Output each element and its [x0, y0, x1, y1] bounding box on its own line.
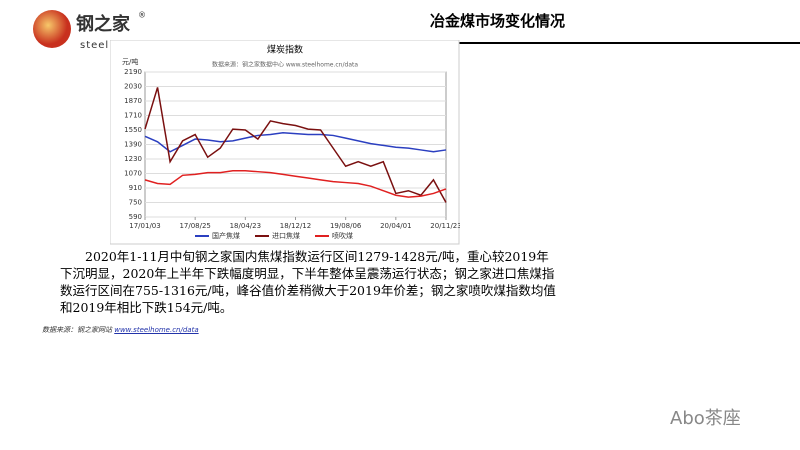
logo-name: 钢之家 — [76, 13, 131, 35]
x-tick-label: 18/12/12 — [280, 222, 311, 230]
x-tick-label: 19/08/06 — [330, 222, 362, 230]
chart-title: 煤炭指数 — [267, 44, 303, 56]
logo-icon — [33, 10, 71, 48]
x-tick-label: 20/04/01 — [380, 222, 411, 230]
y-axis-label: 元/吨 — [122, 57, 138, 66]
logo-sub: steel — [80, 40, 109, 51]
legend-label: 喷吹煤 — [332, 231, 353, 240]
chart-frame — [110, 40, 460, 245]
y-tick-label: 1870 — [124, 97, 142, 105]
series-line — [144, 131, 447, 153]
paragraph: 2020年1-11月中旬钢之家国内焦煤指数运行区间1279-1428元/吨，重心… — [60, 249, 556, 315]
y-tick-label: 1550 — [124, 126, 142, 134]
y-tick-label: 590 — [129, 213, 142, 221]
y-tick-label: 750 — [129, 199, 142, 207]
title-rule — [420, 42, 800, 44]
y-tick-label: 910 — [129, 184, 142, 192]
logo: 钢之家 ® steel — [33, 10, 146, 51]
chart-subtitle: 数据来源：钢之家数据中心 www.steelhome.cn/data — [212, 61, 358, 69]
x-tick-label: 20/11/23 — [430, 222, 460, 230]
x-tick-label: 17/01/03 — [129, 222, 160, 230]
chart: 煤炭指数 数据来源：钢之家数据中心 www.steelhome.cn/data … — [110, 40, 460, 245]
y-tick-label: 1070 — [124, 170, 142, 178]
x-tick-label: 17/08/25 — [179, 222, 210, 230]
legend-label: 进口焦煤 — [272, 231, 300, 240]
y-tick-label: 2190 — [124, 68, 142, 76]
y-tick-label: 1710 — [124, 112, 142, 120]
legend-label: 国产焦煤 — [212, 231, 240, 240]
y-tick-label: 2030 — [124, 83, 142, 91]
watermark: Abo茶座 — [670, 408, 741, 429]
slide-title: 冶金煤市场变化情况 — [430, 12, 566, 30]
source-label: 数据来源：钢之家网站 — [42, 326, 112, 334]
y-tick-label: 1390 — [124, 141, 142, 149]
x-tick-label: 18/04/23 — [230, 222, 261, 230]
source: 数据来源：钢之家网站 www.steelhome.cn/data — [42, 325, 199, 335]
series-line — [144, 87, 447, 203]
source-link[interactable]: www.steelhome.cn/data — [114, 326, 199, 334]
logo-mark: ® — [138, 11, 146, 20]
series-line — [144, 170, 447, 198]
y-tick-label: 1230 — [124, 155, 142, 163]
